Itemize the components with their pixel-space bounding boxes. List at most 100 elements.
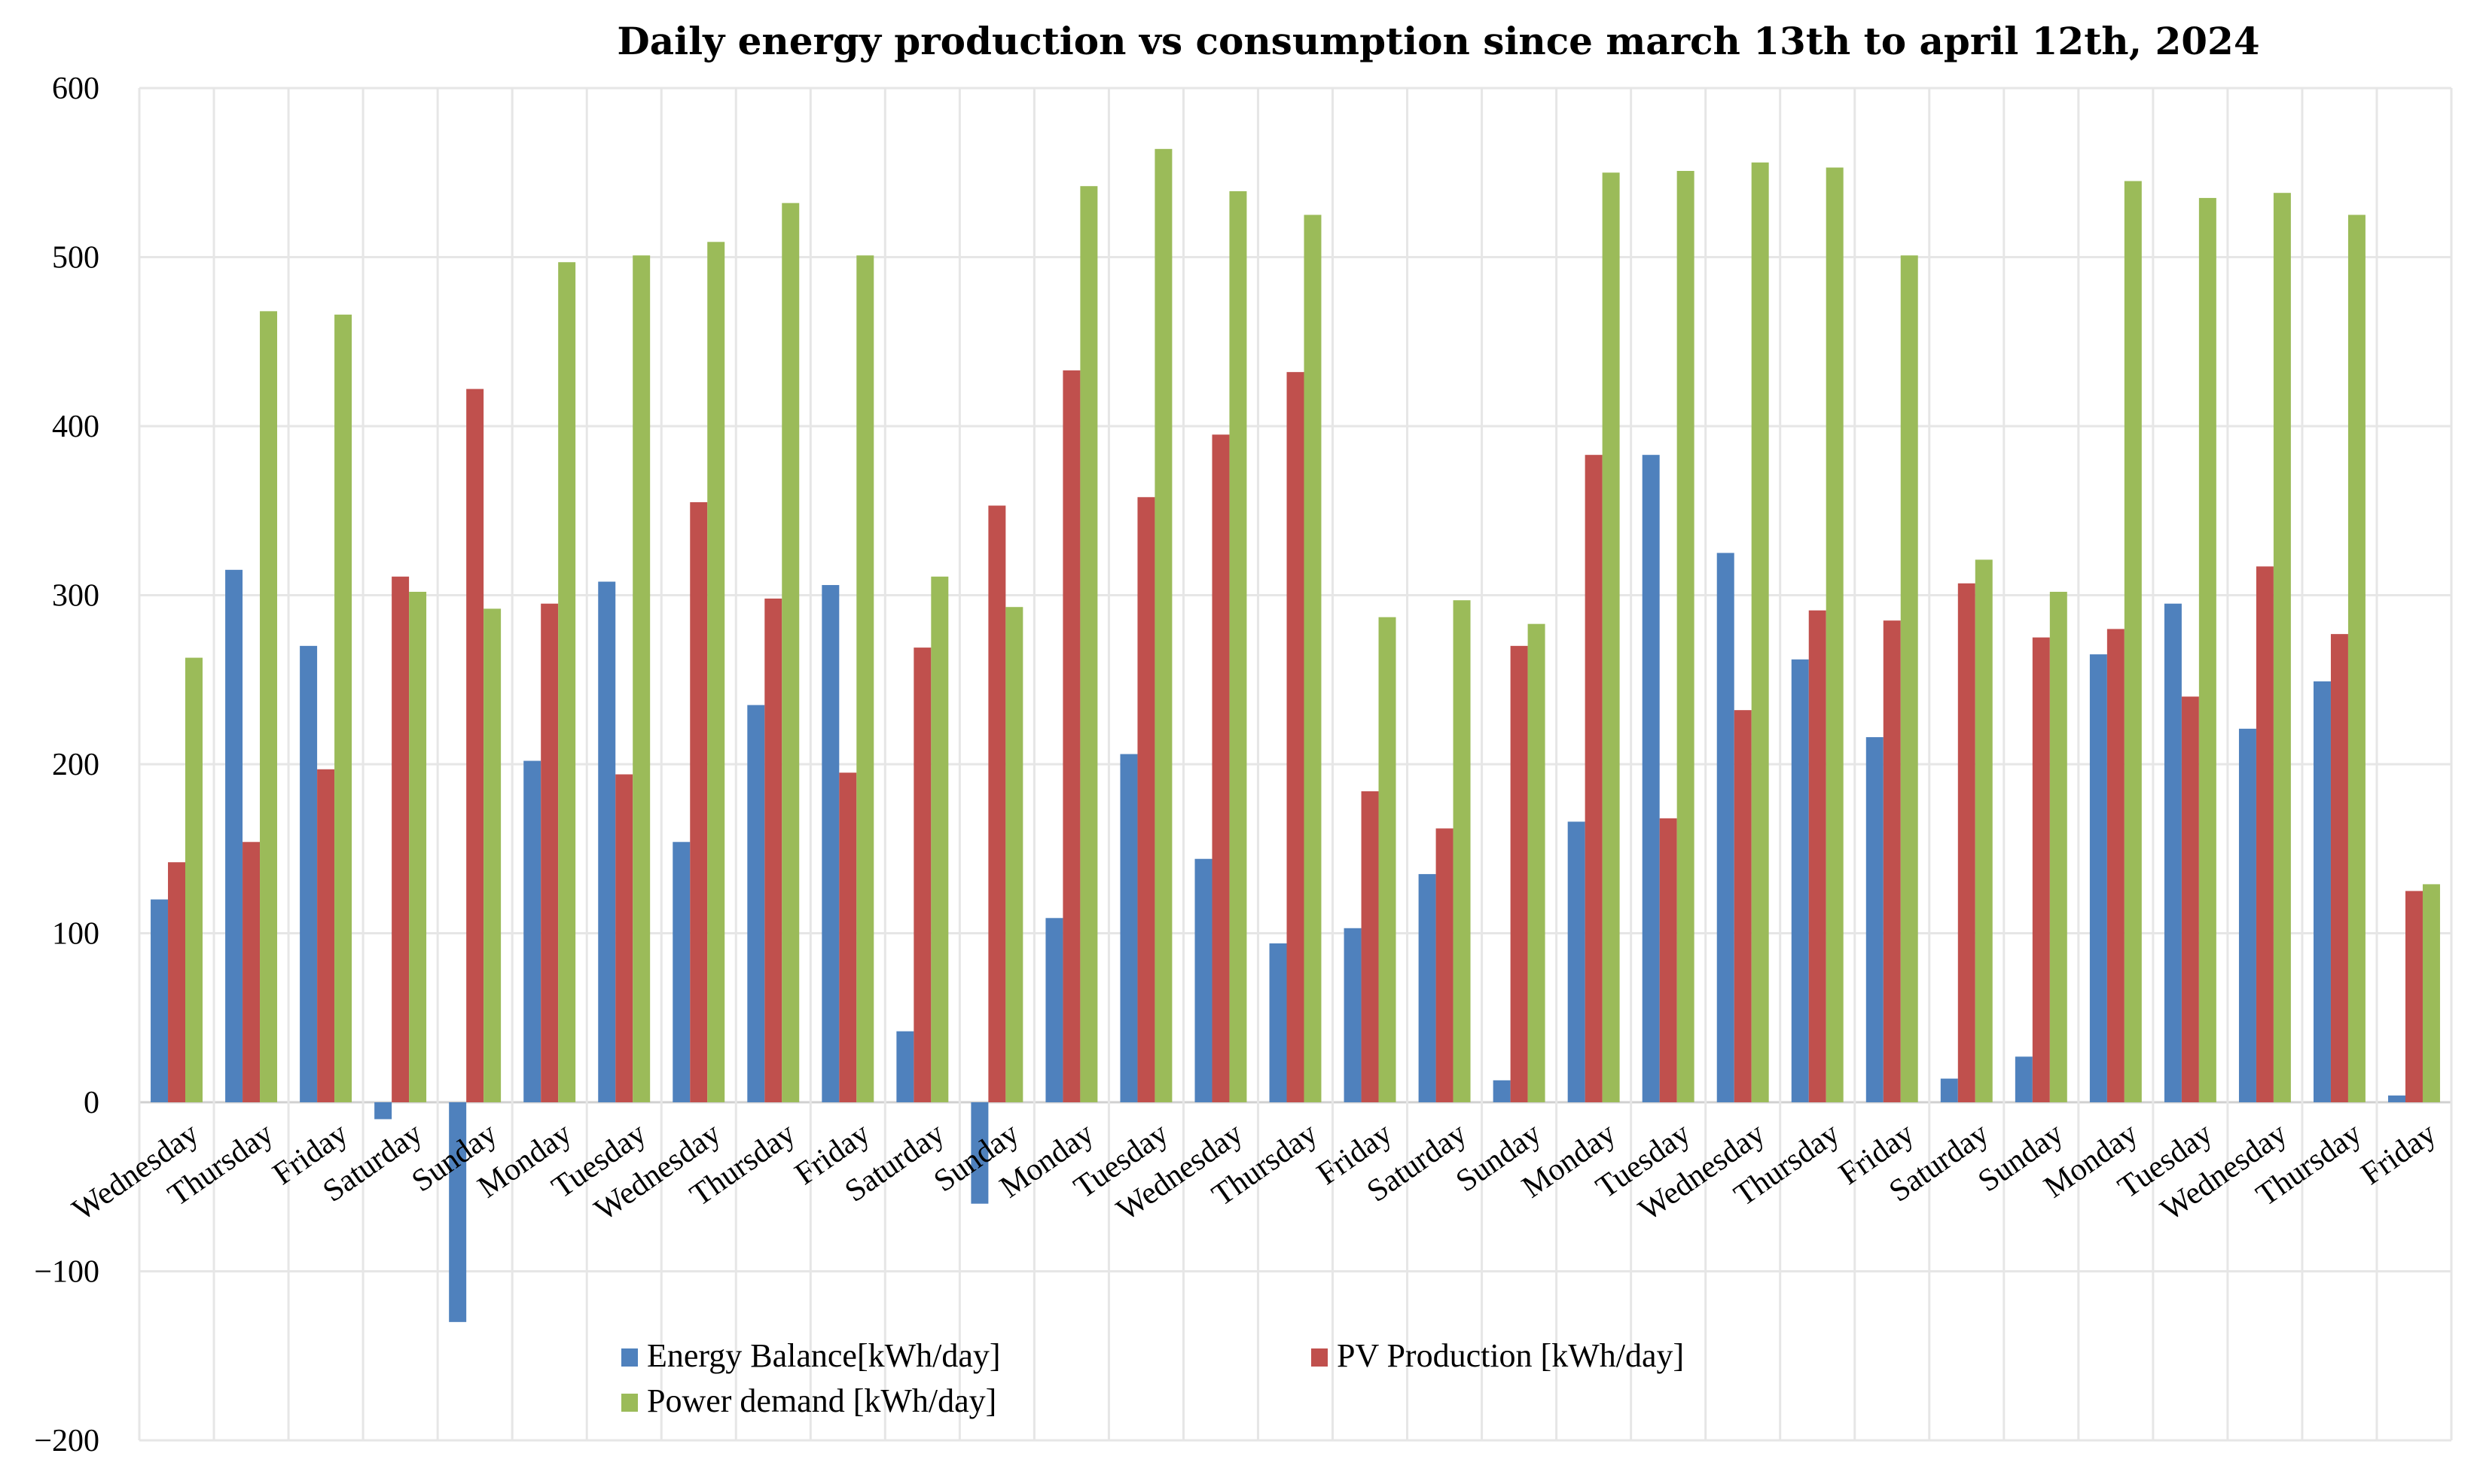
bar-series-2-cat-1 — [168, 862, 186, 1102]
bar-series-2-cat-4 — [392, 576, 410, 1102]
bar-series-2-cat-22 — [1734, 710, 1752, 1102]
bar-series-1-cat-14 — [1120, 754, 1138, 1102]
y-axis-ticks: −200 −100 0 100 200 300 400 500 600 — [34, 72, 99, 1458]
bar-series-1-cat-22 — [1716, 553, 1734, 1102]
bar-series-3-cat-2 — [260, 311, 278, 1103]
bar-series-3-cat-30 — [2347, 215, 2366, 1102]
bar-series-3-cat-14 — [1155, 148, 1173, 1102]
bar-series-2-cat-25 — [1957, 583, 1975, 1102]
bar-series-1-cat-1 — [151, 899, 169, 1102]
bar-series-3-cat-17 — [1378, 617, 1396, 1102]
bar-series-1-cat-16 — [1269, 943, 1287, 1102]
legend-swatch-3 — [621, 1394, 638, 1412]
bar-series-3-cat-11 — [931, 576, 949, 1102]
bar-series-2-cat-20 — [1585, 455, 1603, 1102]
bar-series-2-cat-30 — [2330, 634, 2348, 1102]
bar-series-2-cat-18 — [1435, 828, 1454, 1102]
bar-series-2-cat-5 — [466, 389, 484, 1102]
bar-series-2-cat-19 — [1510, 645, 1528, 1102]
y-tick-label: 600 — [52, 72, 99, 106]
bar-series-1-cat-18 — [1418, 873, 1436, 1102]
bar-series-3-cat-26 — [2049, 592, 2067, 1102]
bar-series-2-cat-23 — [1808, 610, 1826, 1102]
bar-series-2-cat-26 — [2032, 637, 2050, 1102]
bar-series-2-cat-12 — [988, 505, 1006, 1102]
bars-layer — [151, 148, 2440, 1322]
bar-series-2-cat-10 — [839, 772, 857, 1102]
bar-series-1-cat-21 — [1642, 455, 1660, 1102]
bar-series-2-cat-6 — [541, 603, 559, 1102]
bar-series-1-cat-28 — [2164, 603, 2182, 1102]
y-tick-label: −100 — [34, 1255, 99, 1290]
bar-series-1-cat-15 — [1194, 858, 1213, 1102]
bar-series-1-cat-10 — [822, 585, 840, 1102]
bar-series-3-cat-6 — [558, 262, 576, 1102]
bar-series-1-cat-24 — [1865, 737, 1884, 1102]
bar-series-1-cat-3 — [300, 645, 318, 1102]
bar-series-3-cat-10 — [856, 255, 874, 1102]
legend-label-1: Energy Balance[kWh/day] — [647, 1337, 1001, 1374]
bar-series-3-cat-12 — [1005, 607, 1023, 1102]
bar-series-2-cat-31 — [2405, 891, 2423, 1102]
bar-series-2-cat-27 — [2106, 629, 2125, 1102]
bar-series-1-cat-8 — [673, 842, 691, 1102]
bar-series-1-cat-5 — [449, 1102, 467, 1322]
bar-series-2-cat-3 — [317, 769, 335, 1102]
bar-series-1-cat-17 — [1344, 928, 1362, 1102]
bar-series-3-cat-5 — [483, 608, 502, 1102]
bar-series-3-cat-19 — [1527, 623, 1545, 1102]
bar-series-1-cat-7 — [598, 581, 616, 1102]
bar-series-1-cat-31 — [2388, 1095, 2405, 1102]
bar-series-3-cat-20 — [1602, 172, 1620, 1102]
bar-series-1-cat-23 — [1791, 659, 1809, 1102]
y-tick-label: 300 — [52, 579, 99, 614]
bar-series-3-cat-4 — [409, 592, 427, 1102]
legend-swatch-1 — [621, 1348, 638, 1367]
bar-series-3-cat-31 — [2422, 884, 2440, 1102]
bar-series-1-cat-11 — [896, 1031, 914, 1102]
bar-series-3-cat-16 — [1304, 215, 1322, 1102]
bar-series-3-cat-1 — [185, 657, 203, 1102]
bar-series-3-cat-24 — [1900, 255, 1918, 1102]
bar-series-3-cat-13 — [1080, 186, 1098, 1103]
bar-series-1-cat-30 — [2313, 681, 2331, 1102]
bar-series-1-cat-2 — [225, 569, 243, 1102]
bar-series-2-cat-14 — [1137, 497, 1155, 1102]
bar-series-2-cat-24 — [1883, 620, 1901, 1102]
bar-series-2-cat-17 — [1361, 791, 1379, 1102]
legend-label-2: PV Production [kWh/day] — [1337, 1337, 1684, 1374]
y-tick-label: 500 — [52, 241, 99, 276]
bar-series-3-cat-23 — [1826, 167, 1844, 1102]
bar-series-1-cat-20 — [1567, 821, 1585, 1102]
bar-series-2-cat-2 — [243, 842, 261, 1102]
bar-series-1-cat-26 — [2015, 1056, 2033, 1102]
bar-series-1-cat-19 — [1493, 1080, 1511, 1102]
bar-series-3-cat-9 — [782, 203, 800, 1102]
y-tick-label: 0 — [84, 1086, 99, 1120]
bar-series-2-cat-21 — [1659, 818, 1677, 1102]
bar-series-1-cat-13 — [1045, 918, 1063, 1102]
legend-label-3: Power demand [kWh/day] — [647, 1382, 996, 1419]
bar-series-3-cat-3 — [334, 314, 352, 1103]
bar-series-2-cat-13 — [1063, 370, 1081, 1102]
bar-series-2-cat-15 — [1212, 434, 1230, 1102]
bar-series-3-cat-22 — [1751, 162, 1769, 1102]
bar-series-3-cat-7 — [633, 255, 651, 1102]
bar-series-3-cat-29 — [2273, 193, 2291, 1103]
bar-series-3-cat-25 — [1975, 559, 1993, 1102]
bar-series-3-cat-21 — [1676, 171, 1694, 1102]
bar-series-1-cat-6 — [523, 760, 541, 1102]
bar-series-2-cat-9 — [764, 598, 782, 1102]
bar-series-2-cat-7 — [615, 774, 633, 1102]
bar-series-1-cat-4 — [374, 1102, 392, 1120]
legend-swatch-2 — [1311, 1348, 1328, 1367]
bar-series-3-cat-18 — [1453, 600, 1471, 1102]
bar-series-3-cat-8 — [707, 242, 725, 1102]
y-tick-label: −200 — [34, 1424, 99, 1458]
bar-series-2-cat-11 — [914, 648, 932, 1102]
bar-series-3-cat-27 — [2124, 181, 2142, 1103]
bar-series-1-cat-12 — [971, 1102, 989, 1204]
bar-series-1-cat-9 — [747, 705, 765, 1102]
